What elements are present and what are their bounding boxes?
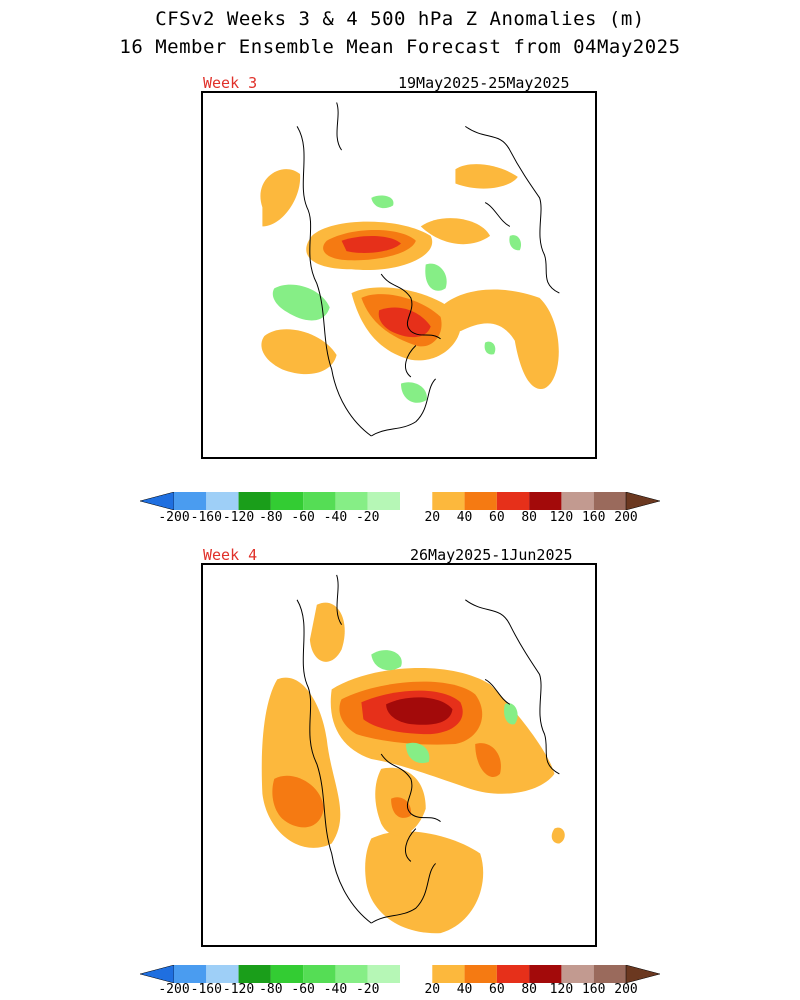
map-week3 bbox=[201, 91, 597, 459]
colorbar-swatch bbox=[464, 965, 497, 983]
colorbar-swatch bbox=[206, 492, 239, 510]
colorbar-high-arrow bbox=[625, 492, 660, 510]
panel-week4-dates: 26May2025-1Jun2025 bbox=[410, 546, 573, 564]
colorbar-tick-label: 80 bbox=[521, 510, 537, 525]
colorbar-tick-label: -20 bbox=[355, 510, 380, 525]
map-week4 bbox=[201, 563, 597, 947]
colorbar-tick-label: 120 bbox=[549, 982, 574, 997]
colorbar-swatch bbox=[335, 492, 368, 510]
colorbar-tick-label: -60 bbox=[291, 510, 315, 525]
panel-week4-label: Week 4 bbox=[203, 546, 258, 564]
colorbar-tick-label: -40 bbox=[323, 510, 348, 525]
colorbar-tick-label: 200 bbox=[614, 982, 638, 997]
colorbar-tick-label: 60 bbox=[489, 982, 505, 997]
colorbar-labels-week4: -200 -160 -120 -80 -60 -40 -20 20 40 60 80 120 160 20… bbox=[0, 982, 800, 998]
colorbar-swatch bbox=[561, 492, 594, 510]
colorbar-swatch bbox=[367, 965, 400, 983]
colorbar-tick-label: 120 bbox=[549, 510, 574, 525]
panel-week3-dates: 19May2025-25May2025 bbox=[398, 74, 570, 92]
colorbar-swatch bbox=[335, 965, 368, 983]
figure-title: CFSv2 Weeks 3 & 4 500 hPa Z Anomalies (m… bbox=[155, 8, 645, 30]
colorbar-tick-label: 60 bbox=[489, 510, 505, 525]
colorbar-swatch bbox=[432, 965, 465, 983]
colorbar-swatch bbox=[400, 492, 433, 510]
colorbar-swatch bbox=[496, 965, 530, 983]
colorbar-swatch bbox=[367, 492, 400, 510]
colorbar-swatch bbox=[270, 965, 304, 983]
colorbar-swatch bbox=[238, 492, 271, 510]
colorbar-swatch bbox=[593, 492, 626, 510]
colorbar-week4 bbox=[140, 965, 660, 983]
colorbar-high-arrow bbox=[625, 965, 660, 983]
figure-subtitle: 16 Member Ensemble Mean Forecast from 04… bbox=[119, 36, 681, 58]
colorbar-tick-label: -200 bbox=[158, 982, 190, 997]
anomaly-shading-week3 bbox=[260, 164, 559, 403]
colorbar-low-arrow bbox=[140, 492, 175, 510]
colorbar-tick-label: -20 bbox=[355, 982, 380, 997]
colorbar-swatch bbox=[174, 965, 207, 983]
map-week4-plot bbox=[261, 574, 565, 934]
colorbar-tick-label: -160 bbox=[190, 510, 222, 525]
colorbar-swatch bbox=[174, 492, 207, 510]
colorbar-tick-label: -120 bbox=[222, 510, 255, 525]
colorbar-swatch bbox=[529, 492, 562, 510]
coastlines-week4 bbox=[296, 574, 560, 924]
colorbar-low-arrow bbox=[140, 965, 175, 983]
colorbar-tick-label: 160 bbox=[581, 510, 606, 525]
colorbar-swatch bbox=[206, 965, 239, 983]
colorbar-tick-label: -160 bbox=[190, 982, 222, 997]
panel-week3-label: Week 3 bbox=[203, 74, 258, 92]
colorbar-labels-week3: -200 -160 -120 -80 -60 -40 -20 20 40 60 80 120 160 20… bbox=[0, 510, 800, 526]
colorbar-swatch bbox=[529, 965, 562, 983]
colorbar-swatch bbox=[303, 965, 336, 983]
colorbar-swatch bbox=[496, 492, 530, 510]
colorbar-tick-label: 20 bbox=[424, 510, 441, 525]
colorbar-tick-label: 160 bbox=[581, 982, 606, 997]
colorbar-tick-label: -120 bbox=[222, 982, 255, 997]
colorbar-tick-label: -200 bbox=[158, 510, 190, 525]
colorbar-tick-label: 40 bbox=[456, 982, 473, 997]
colorbar-tick-label: 40 bbox=[456, 510, 473, 525]
colorbar-swatch bbox=[593, 965, 626, 983]
coastlines-week3 bbox=[296, 102, 560, 437]
colorbar-swatch bbox=[238, 965, 271, 983]
colorbar-swatch bbox=[303, 492, 336, 510]
colorbar-swatch bbox=[464, 492, 497, 510]
colorbar-tick-label: -60 bbox=[291, 982, 315, 997]
anomaly-shading-week4 bbox=[261, 602, 565, 934]
colorbar-tick-label: -80 bbox=[259, 510, 283, 525]
colorbar-swatch bbox=[400, 965, 433, 983]
colorbar-tick-label: 80 bbox=[521, 982, 537, 997]
map-week3-plot bbox=[260, 102, 560, 437]
colorbar-swatch bbox=[432, 492, 465, 510]
colorbar-tick-label: -80 bbox=[259, 982, 283, 997]
colorbar-tick-label: -40 bbox=[323, 982, 348, 997]
colorbar-week3 bbox=[140, 492, 660, 510]
colorbar-tick-label: 200 bbox=[614, 510, 638, 525]
colorbar-swatch bbox=[270, 492, 304, 510]
colorbar-tick-label: 20 bbox=[424, 982, 441, 997]
colorbar-swatch bbox=[561, 965, 594, 983]
